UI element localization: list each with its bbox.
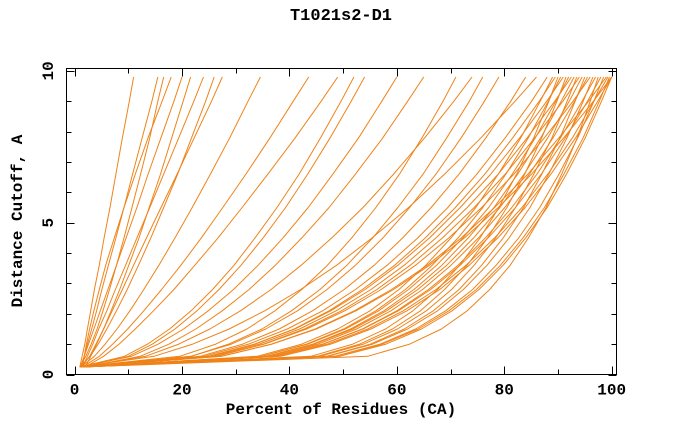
- x-tick-label: 20: [172, 382, 191, 400]
- model-curve: [79, 76, 602, 368]
- model-curve: [85, 76, 339, 368]
- model-curve: [79, 76, 537, 368]
- model-curve: [85, 76, 567, 368]
- model-curve: [81, 76, 192, 368]
- model-curve: [79, 76, 398, 368]
- model-curve: [82, 76, 609, 368]
- model-curve: [79, 76, 594, 368]
- model-curve: [79, 76, 583, 368]
- model-curve: [82, 76, 607, 368]
- y-tick-label: 10: [40, 61, 58, 80]
- model-curve: [79, 76, 578, 368]
- model-curve: [79, 76, 591, 368]
- model-curve: [84, 76, 223, 368]
- model-curve: [85, 76, 484, 368]
- plot-title: T1021s2-D1: [289, 7, 393, 26]
- y-axis-title: Distance Cutoff, A: [9, 134, 27, 308]
- model-curve: [85, 76, 556, 368]
- x-axis-title: Percent of Residues (CA): [225, 401, 457, 419]
- model-curve: [82, 76, 473, 368]
- model-curve: [79, 76, 500, 368]
- x-tick-label: 80: [495, 382, 514, 400]
- model-curve: [80, 76, 159, 368]
- model-curve: [82, 76, 366, 368]
- y-tick-label: 5: [40, 218, 58, 228]
- model-curve: [85, 76, 580, 368]
- model-curve: [79, 76, 355, 368]
- model-curve: [79, 76, 613, 368]
- model-curve: [82, 76, 204, 368]
- model-curve: [85, 76, 613, 368]
- model-curve: [82, 76, 588, 368]
- model-curve: [85, 76, 586, 368]
- model-curve: [79, 76, 457, 368]
- model-curve: [80, 76, 261, 368]
- model-curve: [79, 76, 548, 368]
- model-curve: [80, 76, 183, 368]
- model-curve: [85, 76, 599, 368]
- model-curve: [85, 76, 562, 368]
- x-tick-label: 60: [387, 382, 406, 400]
- model-curve: [85, 76, 425, 368]
- plot-box: [66, 68, 617, 375]
- model-curve: [82, 76, 172, 367]
- model-curve: [79, 76, 215, 368]
- model-curve: [82, 76, 527, 368]
- x-tick-label: 40: [280, 382, 299, 400]
- model-curve: [82, 76, 310, 368]
- model-curve: [85, 76, 613, 368]
- model-curve: [79, 76, 564, 368]
- model-curve: [79, 76, 165, 368]
- y-tick-label: 0: [40, 370, 58, 380]
- model-curve: [82, 76, 572, 368]
- model-curve: [82, 76, 554, 368]
- x-tick-label: 100: [597, 382, 626, 400]
- model-curve: [79, 76, 610, 368]
- x-tick-label: 0: [70, 382, 80, 400]
- model-curve: [79, 76, 135, 368]
- model-curve: [82, 76, 605, 368]
